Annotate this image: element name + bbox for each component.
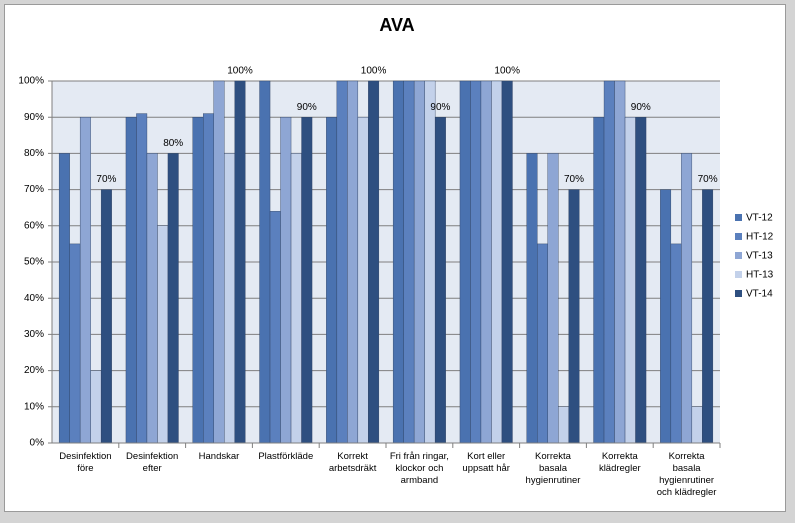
bar bbox=[547, 153, 559, 444]
y-tick-label: 60% bbox=[24, 220, 44, 231]
bar bbox=[470, 80, 482, 444]
y-tick-label: 0% bbox=[30, 438, 45, 449]
legend-swatch bbox=[735, 290, 742, 297]
x-tick-label: Desinfektion efter bbox=[126, 451, 179, 474]
bar bbox=[702, 189, 714, 444]
bar bbox=[224, 153, 235, 444]
data-label: 70% bbox=[564, 174, 584, 185]
y-tick-label: 10% bbox=[24, 401, 44, 412]
legend-swatch bbox=[735, 214, 742, 221]
legend-label: HT-12 bbox=[746, 232, 774, 243]
y-tick-label: 40% bbox=[24, 293, 44, 304]
data-label: 100% bbox=[227, 66, 253, 77]
bar bbox=[234, 80, 246, 444]
x-tick-label: Korrekta basala hygienrutiner och klädre… bbox=[656, 451, 717, 498]
legend-swatch bbox=[735, 271, 742, 278]
bar bbox=[336, 80, 348, 444]
data-label: 100% bbox=[361, 66, 387, 77]
bar bbox=[403, 80, 415, 444]
y-tick-label: 80% bbox=[24, 148, 44, 159]
legend-label: HT-13 bbox=[746, 270, 774, 281]
bar bbox=[670, 243, 682, 444]
bar bbox=[301, 116, 313, 444]
y-tick-label: 20% bbox=[24, 365, 44, 376]
y-tick-label: 100% bbox=[18, 76, 44, 87]
chart-title: AVA bbox=[379, 15, 414, 35]
bar bbox=[357, 116, 369, 444]
bar bbox=[347, 80, 359, 444]
bar bbox=[558, 406, 569, 444]
bar bbox=[480, 80, 492, 444]
x-tick-label: Handskar bbox=[198, 451, 240, 462]
bar bbox=[368, 80, 380, 444]
bar bbox=[90, 370, 102, 444]
bar bbox=[146, 153, 158, 444]
bar bbox=[259, 80, 271, 444]
bar bbox=[537, 243, 548, 444]
bar bbox=[392, 80, 404, 444]
bar bbox=[434, 116, 446, 444]
bar bbox=[100, 189, 112, 444]
x-tick-label: Plastförkläde bbox=[258, 451, 314, 462]
x-tick-label: Kort eller uppsatt hår bbox=[462, 451, 510, 474]
bar bbox=[69, 243, 81, 444]
bar bbox=[269, 211, 281, 444]
bar bbox=[660, 189, 672, 444]
bar bbox=[501, 80, 513, 444]
x-tick-label: Desinfektion före bbox=[59, 451, 112, 474]
legend-swatch bbox=[735, 252, 742, 259]
bar bbox=[157, 225, 169, 444]
bar bbox=[568, 189, 580, 444]
data-label: 90% bbox=[631, 102, 651, 113]
bar bbox=[79, 116, 91, 444]
bar bbox=[635, 116, 647, 444]
bar bbox=[681, 153, 693, 444]
bar bbox=[459, 80, 471, 444]
x-tick-label: Korrekta basala hygienrutiner bbox=[525, 451, 581, 486]
bar bbox=[192, 116, 204, 444]
bar bbox=[203, 113, 214, 444]
data-label: 70% bbox=[698, 174, 718, 185]
bar bbox=[167, 153, 179, 444]
bar bbox=[593, 116, 605, 444]
data-label: 90% bbox=[297, 102, 317, 113]
y-tick-label: 50% bbox=[24, 257, 44, 268]
bar bbox=[491, 80, 503, 444]
bar bbox=[526, 153, 538, 444]
legend-label: VT-12 bbox=[746, 213, 773, 224]
legend-label: VT-13 bbox=[746, 251, 773, 262]
bar bbox=[624, 116, 636, 444]
bar bbox=[125, 116, 137, 444]
data-label: 100% bbox=[494, 66, 520, 77]
data-label: 90% bbox=[430, 102, 450, 113]
x-tick-label: Fri från ringar, klockor och armband bbox=[389, 451, 449, 486]
legend-label: VT-14 bbox=[746, 289, 773, 300]
data-label: 80% bbox=[163, 138, 183, 149]
bar bbox=[58, 153, 70, 444]
bar bbox=[213, 80, 225, 444]
data-label: 70% bbox=[96, 174, 116, 185]
y-tick-label: 30% bbox=[24, 329, 44, 340]
bar bbox=[413, 80, 425, 444]
x-tick-label: Korrekt arbetsdräkt bbox=[328, 451, 377, 474]
y-tick-label: 90% bbox=[24, 112, 44, 123]
legend-swatch bbox=[735, 233, 742, 240]
bar bbox=[290, 153, 302, 444]
bar bbox=[603, 80, 615, 444]
bar bbox=[326, 116, 338, 444]
bar bbox=[614, 80, 626, 444]
y-tick-label: 70% bbox=[24, 184, 44, 195]
bar bbox=[136, 113, 148, 444]
x-tick-label: Korrekta klädregler bbox=[598, 451, 641, 474]
bar bbox=[424, 80, 436, 444]
bar bbox=[691, 406, 703, 444]
bar bbox=[280, 116, 292, 444]
